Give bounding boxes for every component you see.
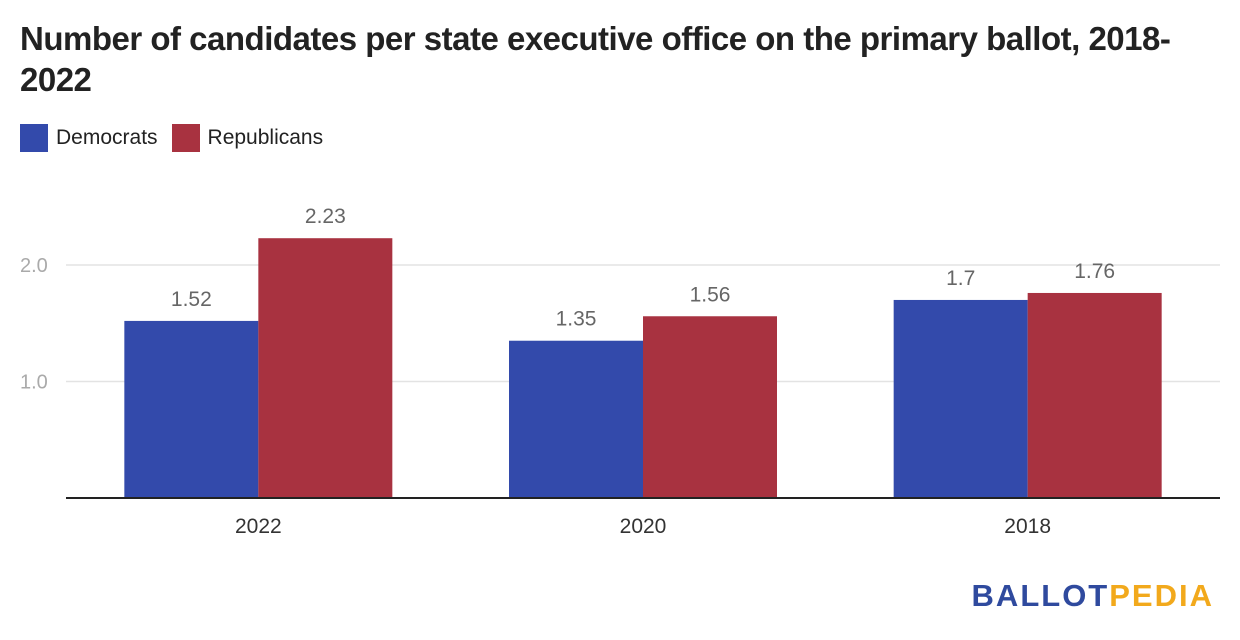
data-label: 1.56 [690,283,731,306]
data-label: 2.23 [305,205,346,228]
legend-label-republicans: Republicans [207,126,324,149]
bar-democrats-2018 [893,299,1028,498]
legend-item-democrats: Democrats [20,124,158,152]
logo-part-pedia: PEDIA [1109,578,1214,613]
bar-republicans-2020 [643,316,777,498]
chart-title: Number of candidates per state executive… [20,20,1171,98]
data-label: 1.52 [171,288,212,311]
y-tick-label: 2.0 [20,255,48,277]
bar-republicans-2018 [1027,292,1162,498]
legend-swatch-democrats [20,124,48,152]
bar-democrats-2020 [509,340,643,498]
x-tick-label: 2018 [1004,515,1051,538]
data-label: 1.76 [1074,260,1115,283]
x-tick-label: 2022 [235,515,282,538]
legend: Democrats Republicans [20,124,337,152]
ballotpedia-logo: BALLOTPEDIA [972,578,1214,614]
legend-swatch-republicans [171,124,200,152]
legend-item-republicans: Republicans [171,124,324,152]
data-label: 1.7 [946,267,975,290]
y-tick-label: 1.0 [20,372,48,394]
bar-democrats-2022 [124,320,259,498]
logo-part-ballot: BALLOT [971,578,1110,613]
legend-label-democrats: Democrats [56,126,158,149]
bar-republicans-2022 [258,238,393,498]
x-tick-label: 2020 [620,515,667,538]
data-label: 1.35 [556,308,597,331]
